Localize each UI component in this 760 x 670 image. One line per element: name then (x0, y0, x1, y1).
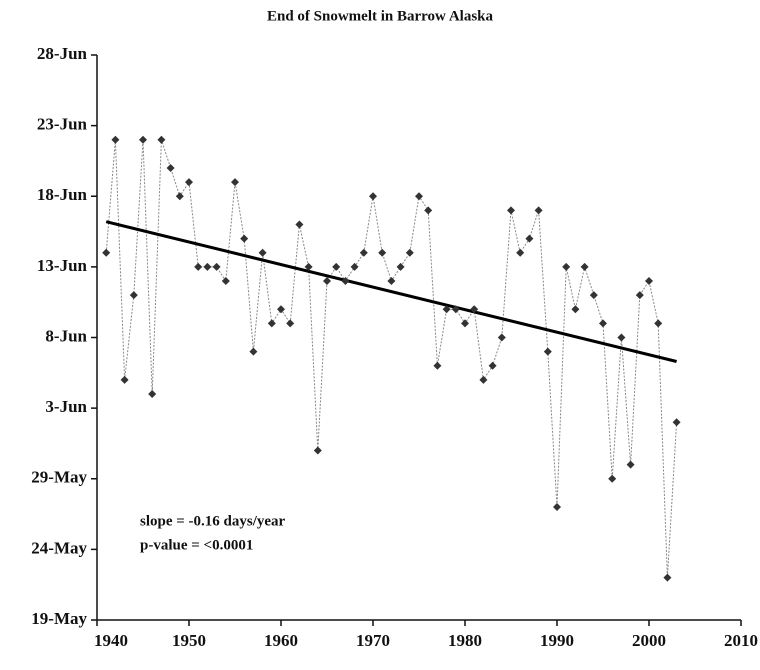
data-point (534, 206, 543, 215)
data-point (166, 164, 175, 172)
data-point (369, 192, 377, 201)
x-tick-label: 2000 (632, 631, 666, 650)
data-point (415, 192, 423, 201)
data-point (175, 192, 184, 201)
data-point (203, 262, 212, 271)
data-point (185, 178, 193, 187)
data-point (221, 277, 230, 285)
data-point (350, 262, 359, 271)
data-point (148, 390, 157, 398)
x-tick-label: 1970 (356, 631, 390, 650)
data-line (105, 139, 678, 578)
x-tick-label: 1960 (264, 631, 298, 650)
data-point (405, 248, 414, 257)
y-tick-label: 18-Jun (37, 185, 88, 204)
data-point (111, 135, 120, 144)
data-point (516, 248, 525, 257)
data-point (313, 446, 322, 455)
data-point (562, 262, 571, 271)
data-point (212, 262, 221, 271)
y-tick-label: 24-May (31, 538, 87, 557)
data-point (304, 262, 313, 271)
data-point (258, 248, 267, 257)
y-tick-label: 23-Jun (37, 115, 88, 134)
data-point (323, 277, 331, 285)
data-point (589, 291, 598, 300)
data-point (102, 248, 111, 257)
y-tick-label: 19-May (31, 609, 87, 628)
data-point (580, 262, 589, 271)
data-point (231, 178, 239, 187)
data-point (654, 319, 663, 328)
data-point (470, 305, 479, 314)
data-point (479, 375, 488, 384)
data-point (157, 135, 166, 144)
y-tick-label: 28-Jun (37, 44, 88, 63)
chart-title: End of Snowmelt in Barrow Alaska (267, 8, 494, 24)
data-point (378, 248, 387, 257)
data-point (240, 234, 249, 243)
y-tick-label: 8-Jun (45, 326, 87, 345)
data-point (663, 573, 672, 582)
data-point (599, 319, 607, 328)
data-point (672, 418, 681, 427)
trend-line (105, 220, 677, 363)
y-tick-label: 3-Jun (45, 397, 87, 416)
data-point (332, 262, 341, 271)
y-tick-label: 13-Jun (37, 256, 88, 275)
data-point (194, 262, 203, 271)
data-point (571, 305, 580, 314)
data-point (120, 375, 129, 384)
data-point (424, 206, 433, 215)
data-point (249, 347, 258, 356)
data-point (608, 474, 617, 483)
data-point (645, 277, 653, 285)
data-point (295, 220, 304, 229)
data-point (341, 277, 350, 285)
data-point (286, 319, 295, 328)
x-tick-label: 2010 (724, 631, 758, 650)
data-point (617, 333, 626, 342)
annotation: p-value = <0.0001 (140, 537, 253, 553)
data-point (359, 248, 368, 257)
data-point (553, 503, 561, 511)
x-tick-label: 1950 (172, 631, 206, 650)
data-point (488, 361, 497, 370)
data-point (507, 206, 515, 215)
data-point (635, 291, 644, 300)
data-point (543, 347, 552, 356)
data-point (129, 291, 138, 300)
data-point (451, 305, 460, 314)
data-point (387, 277, 396, 285)
data-point (626, 460, 635, 469)
data-point (497, 333, 506, 342)
data-point (442, 305, 451, 314)
data-point (433, 361, 442, 370)
x-tick-label: 1940 (94, 631, 128, 650)
annotation: slope = -0.16 days/year (140, 513, 286, 529)
y-tick-label: 29-May (31, 468, 87, 487)
data-point (396, 262, 405, 271)
data-point (277, 305, 285, 314)
x-tick-label: 1990 (540, 631, 574, 650)
data-point (139, 135, 147, 144)
data-point (267, 319, 276, 328)
data-point (461, 319, 469, 328)
x-tick-label: 1980 (448, 631, 482, 650)
data-point (525, 234, 534, 243)
